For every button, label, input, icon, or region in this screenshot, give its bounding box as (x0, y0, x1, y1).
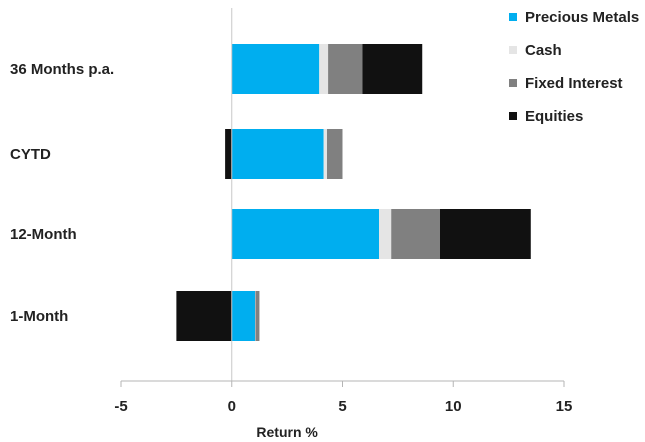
category-label: 12-Month (10, 226, 77, 243)
bar-36-months-p-a-fixed-interest (328, 44, 363, 94)
x-tick-label: 0 (228, 398, 236, 415)
bar-12-month-equities (439, 209, 531, 259)
category-label: CYTD (10, 146, 51, 163)
bar-cytd-cash (323, 129, 327, 179)
x-axis-ticks: -5 0 5 10 15 (114, 381, 572, 415)
legend-label-cash: Cash (525, 42, 562, 59)
category-labels: 36 Months p.a. CYTD 12-Month 1-Month (10, 61, 114, 325)
bar-12-month-precious-metals (231, 209, 380, 259)
legend-swatch-precious-metals (509, 13, 517, 21)
legend-label-precious-metals: Precious Metals (525, 9, 639, 26)
bar-1-month-equities (176, 291, 232, 341)
legend-swatch-cash (509, 46, 517, 54)
category-label: 1-Month (10, 308, 68, 325)
legend-swatch-fixed-interest (509, 79, 517, 87)
x-tick-label: 5 (338, 398, 346, 415)
bar-cytd-precious-metals (231, 129, 324, 179)
bar-36-months-p-a-precious-metals (231, 44, 320, 94)
bar-36-months-p-a-cash (319, 44, 329, 94)
x-tick-label: 15 (556, 398, 573, 415)
x-axis-title: Return % (256, 424, 318, 440)
x-tick-label: -5 (114, 398, 127, 415)
legend-label-equities: Equities (525, 108, 583, 125)
x-tick-label: 10 (445, 398, 462, 415)
bar-36-months-p-a-equities (362, 44, 423, 94)
bar-1-month-precious-metals (231, 291, 256, 341)
bars-group (176, 44, 531, 341)
legend-label-fixed-interest: Fixed Interest (525, 75, 623, 92)
bar-12-month-fixed-interest (391, 209, 440, 259)
legend-swatch-equities (509, 112, 517, 120)
legend: Precious Metals Cash Fixed Interest Equitie… (509, 9, 639, 125)
bar-cytd-equities (225, 129, 232, 179)
bar-12-month-cash (379, 209, 392, 259)
bar-1-month-fixed-interest (255, 291, 260, 341)
category-label: 36 Months p.a. (10, 61, 114, 78)
bar-cytd-fixed-interest (327, 129, 343, 179)
